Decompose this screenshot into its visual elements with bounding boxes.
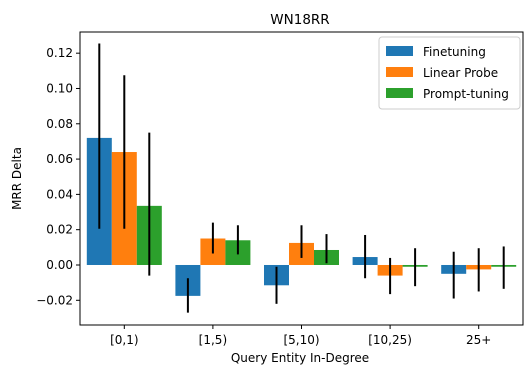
legend-swatch bbox=[386, 46, 413, 56]
y-tick-label: 0.00 bbox=[46, 258, 73, 272]
error-bars-layer bbox=[98, 43, 505, 313]
x-tick-label: [0,1) bbox=[110, 333, 138, 347]
legend: Finetuning Linear Probe Prompt-tuning bbox=[378, 36, 521, 110]
legend-label: Finetuning bbox=[423, 45, 486, 59]
y-tick-label: 0.06 bbox=[46, 152, 73, 166]
y-tick-label: 0.10 bbox=[46, 81, 73, 95]
legend-box bbox=[378, 36, 521, 110]
y-tick-label: −0.02 bbox=[36, 293, 73, 307]
y-tick-label: 0.12 bbox=[46, 46, 73, 60]
y-axis-ticks: 0.12 0.10 0.08 0.06 0.04 0.02 0.00 −0.02 bbox=[36, 46, 80, 307]
y-tick-label: 0.02 bbox=[46, 223, 73, 237]
legend-label: Linear Probe bbox=[423, 66, 498, 80]
chart-title: WN18RR bbox=[270, 12, 329, 28]
y-tick-label: 0.04 bbox=[46, 187, 73, 201]
x-tick-label: 25+ bbox=[466, 333, 491, 347]
y-axis-label: MRR Delta bbox=[10, 147, 24, 210]
y-tick-label: 0.08 bbox=[46, 117, 73, 131]
legend-label: Prompt-tuning bbox=[423, 87, 509, 101]
legend-swatch bbox=[386, 88, 413, 98]
x-tick-label: [10,25) bbox=[368, 333, 412, 347]
bars-layer bbox=[86, 137, 517, 296]
x-tick-label: [1,5) bbox=[199, 333, 227, 347]
x-axis-label: Query Entity In-Degree bbox=[231, 351, 369, 365]
legend-swatch bbox=[386, 67, 413, 77]
x-tick-label: [5,10) bbox=[283, 333, 319, 347]
x-axis-ticks: [0,1) [1,5) [5,10) [10,25) 25+ bbox=[110, 325, 491, 347]
